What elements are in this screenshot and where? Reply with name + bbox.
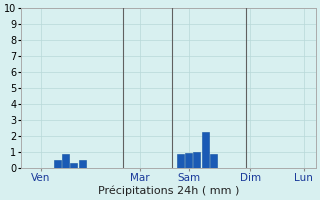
Bar	[185, 153, 192, 168]
Bar	[202, 132, 209, 168]
X-axis label: Précipitations 24h ( mm ): Précipitations 24h ( mm )	[98, 185, 239, 196]
Bar	[210, 154, 217, 168]
Bar	[54, 160, 61, 168]
Bar	[177, 154, 184, 168]
Bar	[62, 154, 69, 168]
Bar	[70, 163, 77, 168]
Bar	[79, 160, 85, 168]
Bar	[193, 152, 200, 168]
